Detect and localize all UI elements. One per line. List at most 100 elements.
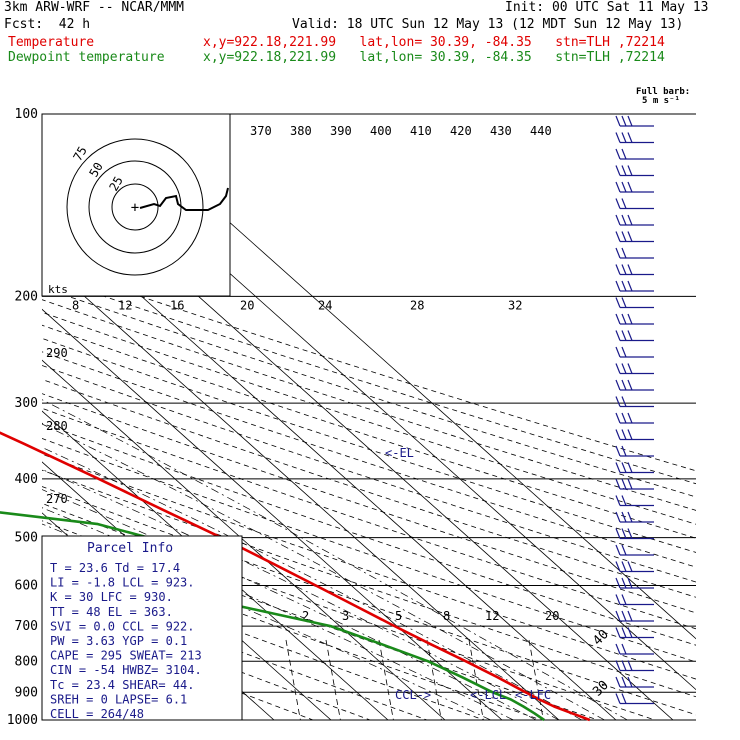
pressure-label: 200 [15,289,38,304]
wind-barb-flag [615,561,621,572]
wind-barb-flag [627,627,633,638]
wind-barb-flag [627,264,633,275]
lfc-marker: <-LFC [515,688,551,702]
wind-barb-flag [621,231,627,242]
wind-barb-flag [621,577,627,589]
wind-barb-flag [615,297,621,308]
isotherm-line [42,257,560,720]
pressure-label: 400 [15,472,38,487]
wind-barb-flag [627,429,633,440]
wind-barb-flag [627,132,633,143]
wind-barb-flag [621,165,627,176]
barb-legend-label: Full barb: [636,87,690,97]
mixing-ratio-label: 8 [443,609,450,623]
mixing-ratio-label: 20 [545,609,559,623]
parcel-info-row: PW = 3.63 YGP = 0.1 [50,634,187,648]
pressure-label: 500 [15,531,38,546]
theta-e-label: 290 [46,346,68,360]
wind-barb-flag [615,148,621,160]
wind-barb-flag [615,511,621,523]
wind-barb-flag [621,214,627,226]
theta-label: 410 [410,124,432,138]
hodograph-trace [139,187,229,211]
hodograph-center-icon: + [131,200,139,216]
theta-label: 390 [330,124,352,138]
dry-adiabat [42,469,696,698]
wind-barb-flag [615,627,621,638]
wind-barb-flag [621,561,627,572]
theta-label: 420 [450,124,472,138]
wind-barb-flag [615,313,621,325]
dry-adiabat [42,453,696,680]
barb-legend-unit: 5 m s⁻¹ [642,96,680,106]
dry-adiabat [42,351,696,568]
mixing-ratio-line [426,639,442,720]
mixing-ratio-label: 5 [395,609,402,623]
pressure-label: 100 [15,107,38,122]
temperature-location: x,y=922.18,221.99 lat,lon= 30.39, -84.35… [203,35,665,50]
wind-barb-flag [615,577,621,589]
wind-barb-flag [621,297,627,308]
wind-barb-flag [621,445,627,457]
forecast-hour: Fcst: 42 h [4,17,91,32]
hodograph-ring [66,138,204,276]
pressure-label: 300 [15,396,38,411]
theta-w-label: 24 [318,298,332,312]
wind-barb-flag [621,330,627,341]
parcel-info-row: T = 23.6 Td = 17.4 [50,561,180,575]
parcel-info-row: Tc = 23.4 SHEAR= 44. [50,678,195,692]
wind-barb-flag [615,429,621,440]
wind-barb-flag [621,693,627,704]
mixing-ratio-line [528,639,544,720]
model-name: 3km ARW-WRF -- NCAR/MMM [4,0,185,15]
wind-barb-flag [615,660,621,671]
dry-adiabat [42,286,696,498]
wind-barb-flag [615,198,621,209]
parcel-info-row: TT = 48 EL = 363. [50,605,173,619]
wind-barb-flag [615,330,621,341]
dewpoint-legend: Dewpoint temperature [8,50,165,65]
wind-barb-flag [627,231,633,242]
wind-barb-flag [621,462,627,473]
wind-barb-flag [615,247,621,259]
wind-barb-flag [621,363,627,374]
parcel-info-row: CIN = -54 HWBZ= 3104. [50,663,202,677]
theta-w-label: 12 [118,298,132,312]
mixing-ratio-label: 3 [342,609,349,623]
wind-barb-flag [627,115,633,127]
parcel-info-title: Parcel Info [87,541,173,556]
wind-barb-flag [621,429,627,440]
wind-barb-flag [615,693,621,704]
mixing-ratio-label: 2 [302,609,309,623]
mixing-ratio-line [378,639,394,720]
wind-barb-flag [615,643,621,655]
wind-barb-flag [627,610,633,622]
dry-adiabat [42,299,696,511]
pressure-label: 1000 [7,713,38,728]
parcel-info-row: SREH = 0 LAPSE= 6.1 [50,692,187,706]
wind-barb-flag [615,462,621,473]
wind-barb-flag [615,610,621,622]
wind-barb-flag [627,165,633,176]
wind-barb-flag [627,280,633,292]
wind-barb-flag [627,528,633,539]
wind-barb-flag [621,660,627,671]
wind-barb-flag [621,247,627,259]
wind-barb-flag [621,610,627,622]
hodograph-ring-label: 50 [86,160,105,180]
mixing-ratio-line [468,639,484,720]
wind-barb-flag [615,214,621,226]
wind-barb-flag [627,462,633,473]
ccl-marker: CCL-> [395,688,431,702]
hodograph-box [41,113,231,297]
parcel-info-row: CELL = 264/48 [50,707,144,721]
theta-label: 370 [250,124,272,138]
wind-barb-flag [621,181,627,193]
wind-barb-flag [627,330,633,341]
wind-barb-flag [627,676,633,688]
el-marker: <-EL [385,446,414,460]
wind-barb-flag [615,478,621,490]
wind-barb-flag [621,643,627,655]
wind-barb-flag [627,412,633,424]
moist-adiabat [42,447,582,720]
